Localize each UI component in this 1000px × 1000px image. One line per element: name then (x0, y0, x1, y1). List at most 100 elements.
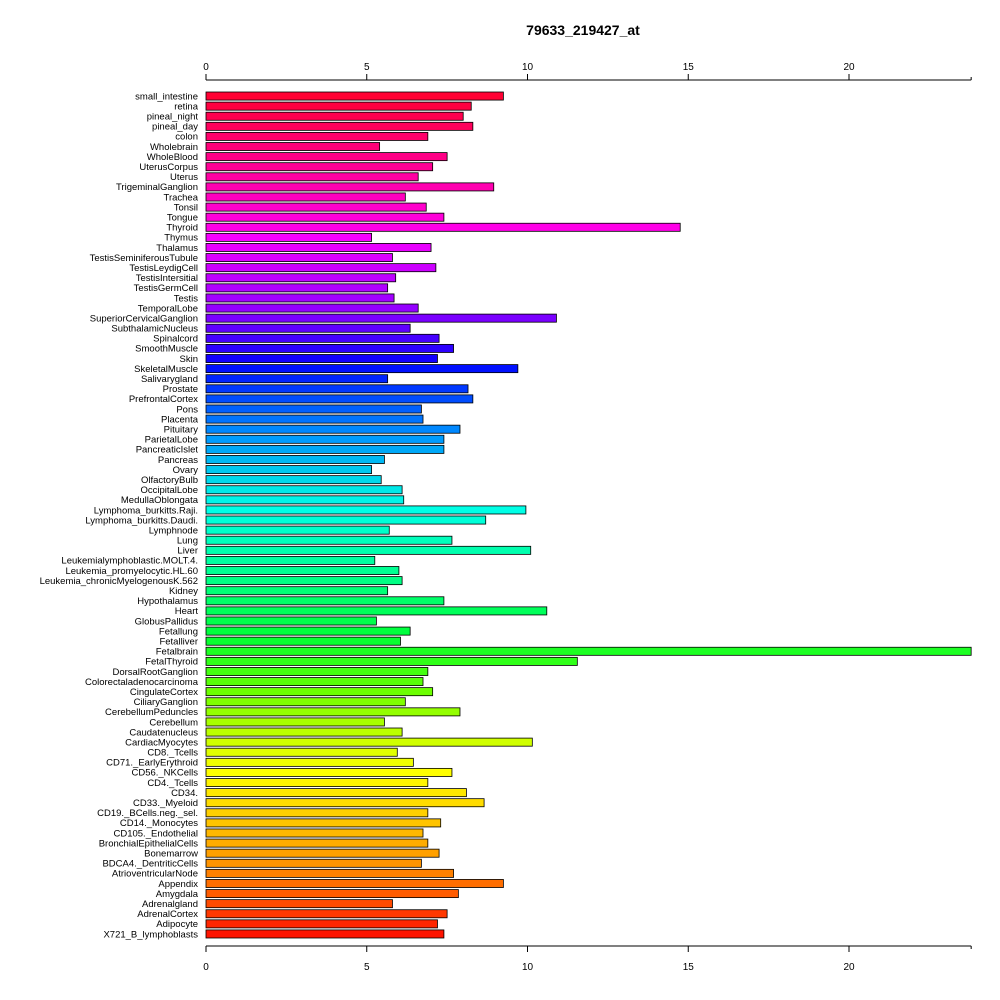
category-label-79: Amygdala (156, 889, 199, 900)
category-label-46: Leukemialymphoblastic.MOLT.4. (61, 556, 198, 567)
bar-27 (205, 364, 519, 374)
category-label-82: Adipocyte (156, 919, 198, 930)
category-label-64: CardiacMyocytes (125, 737, 198, 748)
bar-47 (205, 566, 400, 575)
category-label-59: CingulateCortex (130, 687, 198, 698)
bar-59 (205, 687, 434, 697)
category-label-16: TestisSeminiferousTubule (90, 253, 198, 264)
category-label-56: FetalThyroid (145, 657, 198, 668)
category-label-45: Liver (177, 546, 198, 557)
bar-23 (205, 323, 411, 333)
category-label-7: UterusCorpus (139, 162, 198, 173)
x-tick-label-top: 10 (522, 62, 534, 73)
bar-75 (205, 848, 440, 858)
category-label-53: Fetallung (159, 626, 198, 637)
category-label-29: Prostate (163, 384, 198, 395)
category-label-71: CD19._BCells.neg._sel. (97, 808, 198, 819)
bar-36 (205, 455, 385, 464)
category-label-20: Testis (174, 293, 199, 304)
bar-5 (205, 142, 381, 151)
x-tick-label-bottom: 15 (683, 962, 695, 973)
category-label-12: Tongue (167, 212, 198, 223)
bar-1 (205, 101, 472, 111)
category-label-19: TestisGermCell (134, 283, 198, 294)
category-label-23: SubthalamicNucleus (111, 324, 198, 335)
bar-16 (205, 253, 393, 263)
category-label-57: DorsalRootGanglion (112, 667, 198, 678)
bar-49 (205, 586, 389, 596)
bar-18 (205, 273, 397, 283)
bar-4 (205, 131, 429, 141)
bar-12 (205, 212, 445, 222)
bar-79 (205, 889, 459, 899)
bar-61 (205, 707, 461, 717)
bar-54 (205, 636, 401, 646)
category-label-47: Leukemia_promyelocytic.HL.60 (65, 566, 198, 577)
bar-8 (205, 172, 419, 182)
category-label-54: Fetalliver (159, 636, 198, 647)
category-label-39: OccipitalLobe (140, 485, 198, 496)
bar-14 (205, 232, 372, 242)
category-label-77: AtrioventricularNode (112, 869, 198, 880)
chart-title: 79633_219427_at (526, 22, 640, 38)
bars (205, 91, 972, 939)
bar-24 (205, 333, 440, 343)
bar-65 (205, 747, 398, 757)
bar-82 (205, 919, 438, 929)
category-label-49: Kidney (169, 586, 198, 597)
bar-71 (205, 808, 429, 818)
bar-6 (205, 152, 448, 162)
bar-39 (205, 485, 403, 495)
bar-70 (205, 798, 485, 808)
category-label-60: CiliaryGanglion (134, 697, 198, 708)
bar-50 (205, 596, 445, 606)
category-label-66: CD71._EarlyErythroid (106, 758, 198, 769)
bar-10 (205, 192, 406, 202)
category-label-52: GlobusPallidus (135, 616, 199, 627)
category-label-32: Placenta (161, 414, 199, 425)
category-label-10: Trachea (164, 192, 199, 203)
category-label-75: Bonemarrow (144, 848, 198, 859)
category-label-58: Colorectaladenocarcinoma (85, 677, 199, 688)
bar-52 (205, 616, 377, 626)
bar-40 (205, 495, 405, 505)
x-tick-label-top: 5 (364, 62, 370, 73)
bar-81 (205, 909, 448, 919)
bar-35 (205, 444, 445, 454)
bar-64 (205, 737, 533, 747)
bar-56 (205, 656, 578, 666)
bar-31 (205, 404, 422, 414)
bar-67 (205, 767, 453, 777)
x-tick-label-top: 15 (683, 62, 695, 73)
bar-21 (205, 303, 419, 313)
category-label-27: SkeletalMuscle (134, 364, 198, 375)
bar-22 (205, 313, 557, 323)
bar-13 (205, 222, 681, 232)
category-label-26: Skin (180, 354, 198, 365)
category-label-22: SuperiorCervicalGanglion (90, 313, 198, 324)
category-label-68: CD4._Tcells (147, 778, 198, 789)
category-label-42: Lymphoma_burkitts.Daudi. (85, 515, 198, 526)
bar-74 (205, 838, 429, 848)
category-label-18: TestisIntersitial (136, 273, 198, 284)
bar-66 (205, 757, 414, 767)
x-tick-label-bottom: 0 (203, 962, 209, 973)
bar-58 (205, 677, 424, 687)
bar-32 (205, 414, 424, 424)
bar-15 (205, 243, 432, 252)
category-label-43: Lymphnode (149, 525, 198, 536)
bar-29 (205, 384, 469, 394)
category-label-17: TestisLeydigCell (129, 263, 198, 274)
bar-42 (205, 515, 487, 525)
x-tick-label-bottom: 20 (843, 962, 855, 973)
category-label-73: CD105._Endothelial (113, 828, 198, 839)
category-label-9: TrigeminalGanglion (116, 182, 198, 193)
bar-30 (205, 394, 474, 404)
bar-77 (205, 868, 454, 878)
category-label-41: Lymphoma_burkitts.Raji. (94, 505, 198, 516)
category-label-65: CD8._Tcells (147, 748, 198, 759)
bar-41 (205, 505, 527, 515)
category-label-15: Thalamus (156, 243, 198, 254)
bar-60 (205, 697, 406, 707)
x-tick-label-bottom: 5 (364, 962, 370, 973)
